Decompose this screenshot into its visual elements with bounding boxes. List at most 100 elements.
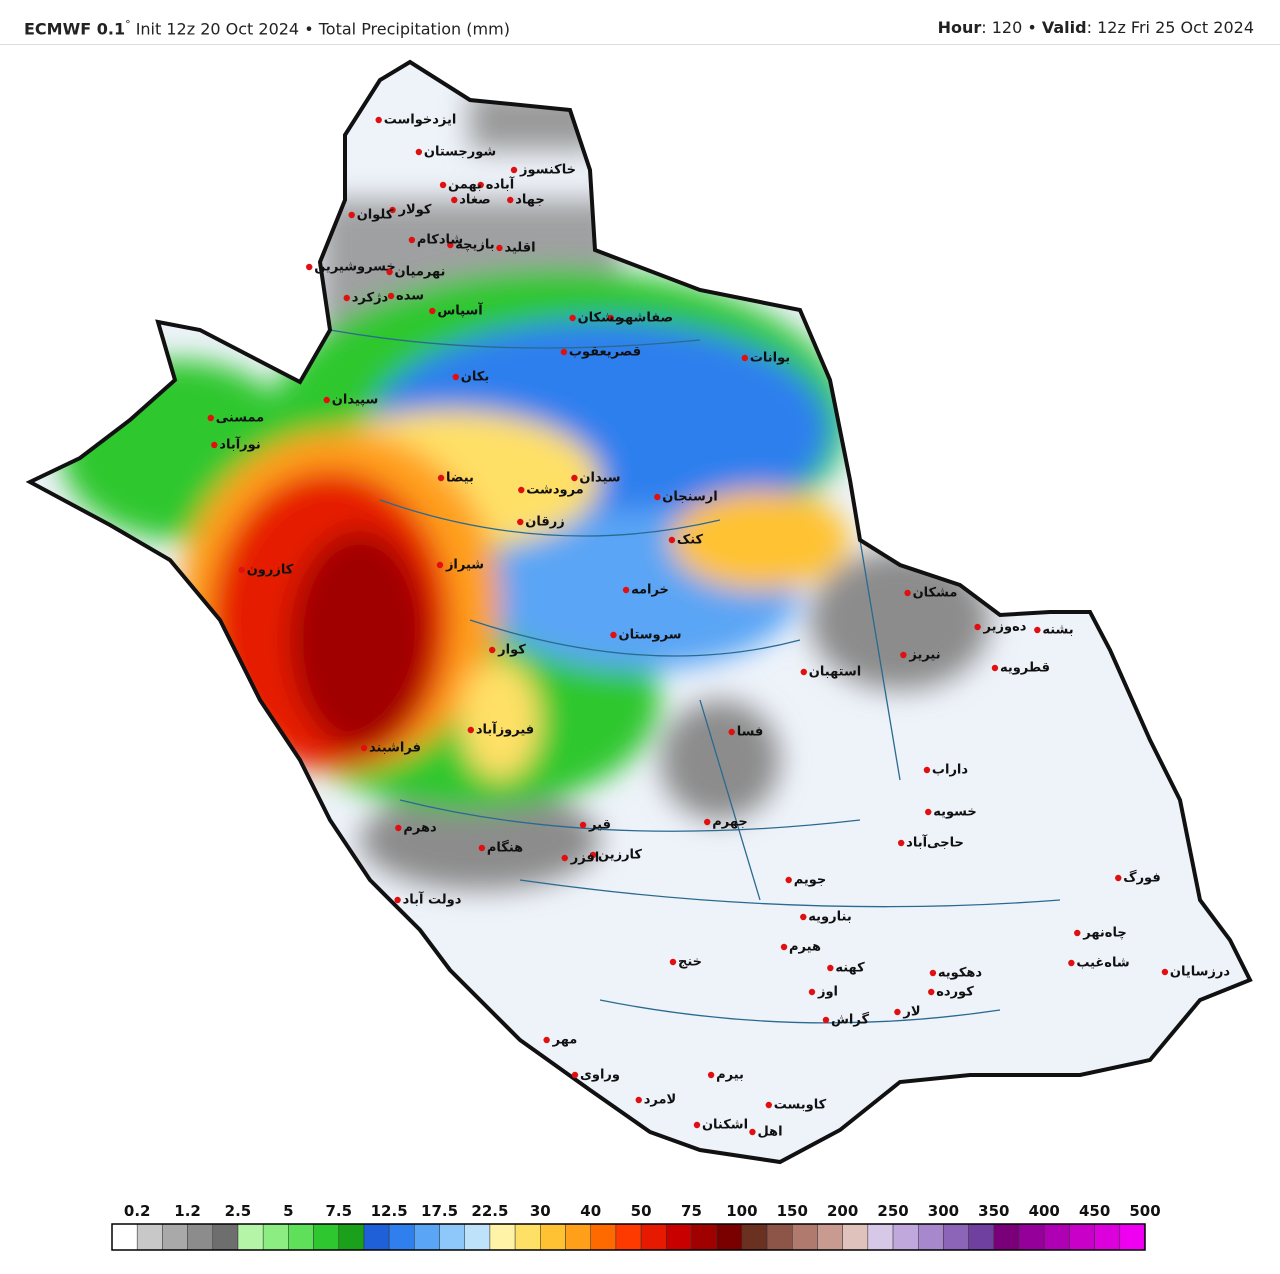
city-label: جویم bbox=[794, 873, 827, 888]
degree: ° bbox=[125, 18, 131, 31]
colorbar-box bbox=[615, 1223, 642, 1251]
colorbar-box bbox=[237, 1223, 264, 1251]
city-dot bbox=[478, 844, 486, 852]
city-label: افزر bbox=[570, 851, 600, 866]
colorbar-label: 50 bbox=[631, 1202, 652, 1220]
city-label: داراب bbox=[932, 763, 968, 778]
city-label: خسویه bbox=[933, 805, 977, 820]
city-dot bbox=[900, 651, 907, 659]
colorbar-box bbox=[867, 1223, 894, 1251]
city-dot bbox=[765, 1101, 772, 1109]
city-label: دهرم bbox=[403, 821, 437, 836]
city-dot bbox=[389, 206, 396, 214]
city-dot bbox=[560, 348, 568, 356]
city-label: مرودشت bbox=[526, 483, 583, 498]
city-label: بوانات bbox=[750, 351, 790, 366]
colorbar-label: 100 bbox=[726, 1202, 757, 1220]
city-label: سروستان bbox=[618, 628, 681, 643]
colorbar-box bbox=[162, 1223, 188, 1251]
colorbar-label: 12.5 bbox=[371, 1202, 408, 1220]
city-dot bbox=[704, 818, 711, 826]
city-label: مشکان bbox=[578, 311, 623, 326]
city-dot bbox=[897, 839, 905, 847]
colorbar-label: 500 bbox=[1129, 1202, 1160, 1220]
city-dot bbox=[741, 354, 749, 362]
colorbar-box bbox=[741, 1223, 768, 1251]
city-label: شورجستان bbox=[424, 145, 496, 160]
city-label: قصریعقوب bbox=[569, 345, 641, 360]
field: Total Precipitation (mm) bbox=[318, 19, 510, 39]
colorbar-box bbox=[212, 1223, 239, 1251]
city-dot bbox=[1074, 929, 1081, 937]
city-dot bbox=[669, 958, 677, 966]
city-dot bbox=[306, 263, 313, 271]
colorbar-label: 450 bbox=[1079, 1202, 1110, 1220]
city-dot bbox=[904, 589, 911, 597]
city-label: گراش bbox=[831, 1012, 869, 1028]
model: ECMWF 0.1 bbox=[24, 19, 126, 39]
city-label: هنگام bbox=[487, 840, 523, 856]
city-dot bbox=[415, 148, 423, 156]
city-dot bbox=[894, 1008, 901, 1016]
city-dot bbox=[1068, 959, 1075, 967]
city-dot bbox=[437, 474, 445, 482]
city-dot bbox=[827, 964, 834, 972]
city-label: هیرم bbox=[789, 940, 821, 955]
city-dot bbox=[728, 728, 735, 736]
header-right: Hour: 120 • Valid: 12z Fri 25 Oct 2024 bbox=[938, 18, 1254, 37]
city-dot bbox=[496, 244, 503, 252]
colorbar-box bbox=[892, 1223, 919, 1251]
colorbar-box bbox=[943, 1223, 969, 1251]
city-dot bbox=[991, 664, 999, 672]
city-dot bbox=[323, 396, 330, 404]
city-label: سپیدان bbox=[332, 393, 378, 408]
city-label: کنک bbox=[677, 533, 704, 548]
city-label: وراوی bbox=[580, 1068, 620, 1083]
city-label: درزسایان bbox=[1170, 965, 1230, 980]
city-dot bbox=[386, 268, 393, 276]
city-dot bbox=[467, 726, 475, 734]
city-label: اشکنان bbox=[702, 1118, 748, 1133]
city-dot bbox=[348, 211, 355, 219]
city-label: آباده bbox=[486, 176, 515, 193]
city-dot bbox=[488, 646, 496, 654]
colorbar-box bbox=[1094, 1223, 1121, 1251]
city-label: کورده bbox=[936, 985, 974, 1000]
city-dot bbox=[518, 486, 525, 494]
colorbar-box bbox=[489, 1223, 516, 1251]
city-label: نهرمیان bbox=[395, 265, 446, 280]
colorbar-box bbox=[111, 1223, 138, 1251]
city-dot bbox=[507, 196, 514, 204]
city-label: فراشبند bbox=[369, 741, 421, 756]
city-dot bbox=[561, 854, 568, 862]
city-dot bbox=[360, 744, 368, 752]
colorbar-box bbox=[1119, 1223, 1146, 1251]
city-label: کارزین bbox=[598, 848, 642, 863]
city-label: کولار bbox=[398, 203, 432, 218]
city-dot bbox=[543, 1036, 550, 1044]
city-dot bbox=[928, 988, 935, 996]
city-label: دولت آباد bbox=[403, 891, 462, 908]
valid-value: : 12z Fri 25 Oct 2024 bbox=[1086, 18, 1254, 37]
city-dot bbox=[622, 586, 630, 594]
colorbar-box bbox=[917, 1223, 944, 1251]
colorbar-box bbox=[792, 1223, 818, 1251]
city-dot bbox=[822, 1016, 830, 1024]
city-label: قطرویه bbox=[1000, 661, 1050, 676]
colorbar-box bbox=[1043, 1223, 1070, 1251]
city-dot bbox=[923, 766, 931, 774]
city-label: خسروشیرین bbox=[314, 260, 396, 275]
city-dot bbox=[429, 307, 436, 315]
colorbar-box bbox=[691, 1223, 717, 1251]
colorbar-box bbox=[136, 1223, 163, 1251]
colorbar-label: 5 bbox=[283, 1202, 293, 1220]
city-label: جهاد bbox=[515, 193, 545, 208]
city-dot bbox=[654, 493, 661, 501]
colorbar-box bbox=[1069, 1223, 1095, 1251]
city-label: صغاد bbox=[459, 193, 490, 208]
city-label: بهمن bbox=[448, 178, 482, 193]
colorbar-box bbox=[288, 1223, 314, 1251]
init: Init 12z 20 Oct 2024 bbox=[135, 19, 300, 39]
city-label: ده‌وزیر bbox=[983, 620, 1027, 635]
